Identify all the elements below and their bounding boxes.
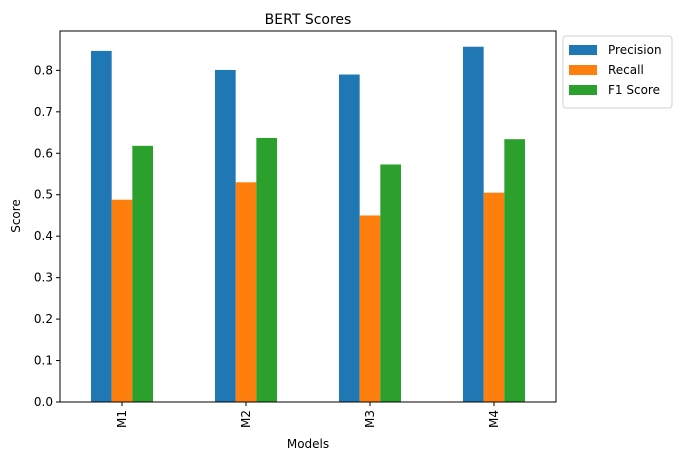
y-tick-label: 0.7 <box>34 105 53 119</box>
legend-label: Precision <box>608 43 662 57</box>
bar-precision-m2 <box>215 69 236 402</box>
y-tick-label: 0.1 <box>34 354 53 368</box>
y-tick-label: 0.6 <box>34 146 53 160</box>
x-axis: M1 M2 M3 M4 <box>115 402 501 428</box>
y-tick-label: 0.5 <box>34 188 53 202</box>
bar-precision-m3 <box>339 74 360 402</box>
y-axis-label: Score <box>9 199 23 233</box>
bar-recall-m2 <box>235 182 257 402</box>
y-tick-label: 0.8 <box>34 63 53 77</box>
x-tick-label: M1 <box>115 410 129 428</box>
legend-label: F1 Score <box>608 83 660 97</box>
legend-swatch <box>569 45 597 55</box>
bar-recall-m1 <box>111 199 133 402</box>
y-tick-label: 0.4 <box>34 229 53 243</box>
bar-f1-score-m4 <box>504 139 525 403</box>
chart-title: BERT Scores <box>265 12 352 28</box>
bar-recall-m3 <box>359 215 381 402</box>
legend-swatch <box>569 65 597 75</box>
legend-label: Recall <box>608 63 644 77</box>
y-axis: 0.0 0.1 0.2 0.3 0.4 0.5 0.6 0.7 0.8 <box>34 63 60 409</box>
y-tick-label: 0.3 <box>34 271 53 285</box>
bars-group <box>91 46 525 403</box>
x-tick-label: M3 <box>363 410 377 428</box>
bar-precision-m1 <box>91 50 112 402</box>
y-tick-label: 0.2 <box>34 312 53 326</box>
x-tick-label: M2 <box>239 410 253 428</box>
bar-recall-m4 <box>483 192 505 402</box>
y-tick-label: 0.0 <box>34 395 53 409</box>
x-axis-label: Models <box>287 437 329 451</box>
plot-frame <box>59 30 557 403</box>
bar-precision-m4 <box>463 46 484 403</box>
legend-swatch <box>569 85 597 95</box>
bar-f1-score-m3 <box>380 164 401 402</box>
bar-f1-score-m2 <box>256 137 277 402</box>
legend: Precision Recall F1 Score <box>562 35 673 109</box>
bar-f1-score-m1 <box>132 145 153 402</box>
x-tick-label: M4 <box>487 410 501 428</box>
